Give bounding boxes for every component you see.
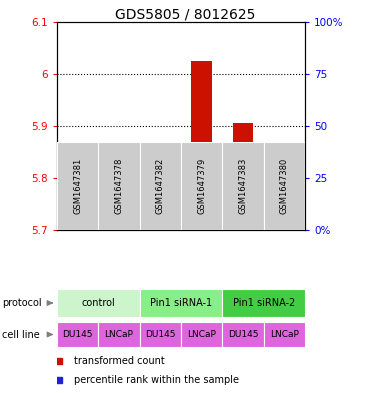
Bar	[274, 209, 295, 230]
Bar	[233, 123, 253, 230]
Text: percentile rank within the sample: percentile rank within the sample	[74, 375, 239, 386]
Text: LNCaP: LNCaP	[270, 330, 299, 339]
Text: LNCaP: LNCaP	[187, 330, 216, 339]
Bar	[57, 142, 98, 230]
Text: DU145: DU145	[145, 330, 175, 339]
Bar	[150, 209, 171, 230]
Text: GSM1647383: GSM1647383	[239, 158, 247, 214]
Text: LNCaP: LNCaP	[105, 330, 134, 339]
Bar	[222, 321, 264, 347]
Bar	[98, 321, 139, 347]
Bar	[139, 142, 181, 230]
Bar	[222, 142, 264, 230]
Text: Pin1 siRNA-1: Pin1 siRNA-1	[150, 298, 212, 308]
Text: Pin1 siRNA-2: Pin1 siRNA-2	[233, 298, 295, 308]
Text: transformed count: transformed count	[74, 356, 165, 365]
Bar	[57, 321, 98, 347]
Bar	[139, 321, 181, 347]
Text: GSM1647378: GSM1647378	[115, 158, 124, 214]
Text: GSM1647380: GSM1647380	[280, 158, 289, 214]
Bar	[181, 142, 222, 230]
Bar	[191, 61, 212, 230]
Bar	[109, 167, 129, 230]
Text: DU145: DU145	[62, 330, 93, 339]
Text: cell line: cell line	[2, 329, 40, 340]
Text: DU145: DU145	[228, 330, 258, 339]
Text: GSM1647379: GSM1647379	[197, 158, 206, 214]
Text: GDS5805 / 8012625: GDS5805 / 8012625	[115, 8, 256, 22]
Bar	[181, 321, 222, 347]
Bar	[222, 288, 305, 318]
Bar	[139, 288, 222, 318]
Text: GSM1647381: GSM1647381	[73, 158, 82, 214]
Bar	[57, 288, 139, 318]
Text: GSM1647382: GSM1647382	[156, 158, 165, 214]
Text: control: control	[82, 298, 115, 308]
Bar	[264, 321, 305, 347]
Bar	[98, 142, 139, 230]
Bar	[67, 194, 88, 230]
Text: protocol: protocol	[2, 298, 42, 308]
Bar	[264, 142, 305, 230]
